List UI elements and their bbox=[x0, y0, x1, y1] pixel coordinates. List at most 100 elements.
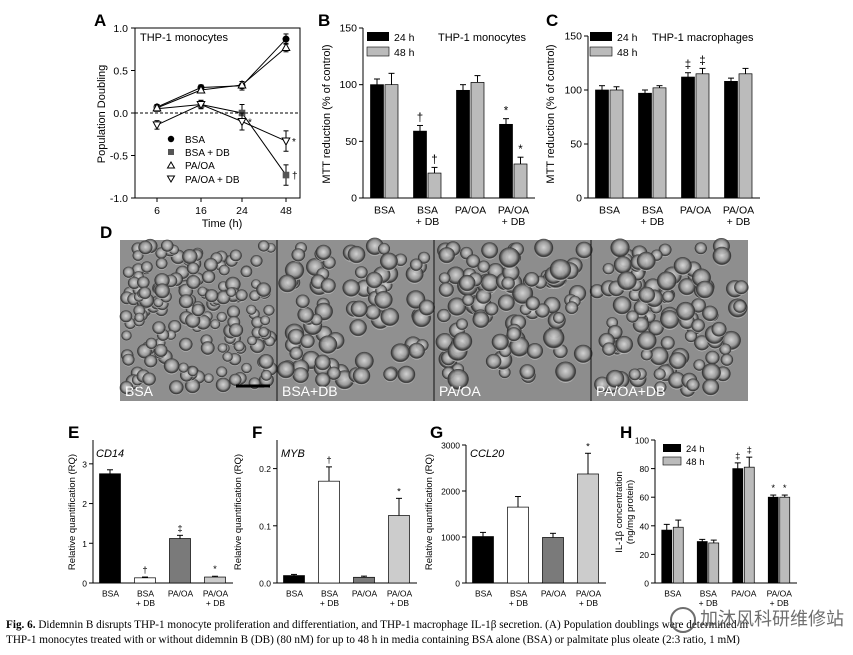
series-line-bsa-db bbox=[156, 103, 287, 176]
bar bbox=[134, 577, 156, 584]
y-tick-label: 3 bbox=[82, 459, 87, 469]
y-tick-label: 150 bbox=[339, 23, 357, 35]
cell bbox=[352, 367, 371, 386]
y-tick-label: 40 bbox=[640, 521, 650, 531]
cell bbox=[640, 348, 653, 362]
x-tick-label: PA/OA bbox=[498, 205, 529, 217]
cell bbox=[497, 294, 515, 312]
significance-mark: * bbox=[292, 137, 296, 148]
bar bbox=[661, 529, 673, 584]
cell bbox=[626, 310, 639, 324]
y-tick-label: 0.2 bbox=[259, 464, 271, 474]
cell bbox=[649, 346, 669, 367]
cell bbox=[186, 262, 200, 276]
significance-mark: ‡ bbox=[699, 55, 705, 67]
cell bbox=[719, 343, 732, 356]
bar bbox=[672, 526, 684, 584]
cell bbox=[185, 313, 201, 329]
cell bbox=[226, 287, 237, 298]
cell bbox=[246, 304, 257, 316]
panel-h-bar-chart: IL-1β concentration (ng/mg protein) 24 h… bbox=[614, 436, 797, 608]
x-tick-label: PA/OA bbox=[541, 589, 567, 599]
series-line-pa-oa-db bbox=[156, 103, 287, 142]
bar bbox=[708, 542, 720, 584]
cell bbox=[462, 294, 475, 307]
x-tick-label: PA/OA bbox=[352, 589, 378, 599]
x-tick-label: BSA bbox=[417, 205, 438, 217]
cell bbox=[605, 369, 625, 389]
cell bbox=[636, 251, 656, 271]
legend-marker-bsa-db bbox=[168, 149, 174, 155]
x-tick-label: + DB bbox=[320, 598, 339, 608]
cell bbox=[145, 337, 158, 350]
bar bbox=[388, 515, 410, 584]
cell bbox=[480, 273, 500, 293]
cell bbox=[122, 353, 135, 367]
x-tick-label: + DB bbox=[727, 216, 751, 228]
panel-letter-b: B bbox=[318, 11, 330, 30]
bar bbox=[767, 496, 779, 584]
panel-f-ylabel: Relative quantification (RQ) bbox=[233, 454, 244, 570]
cell bbox=[354, 351, 374, 372]
cell bbox=[326, 366, 341, 381]
legend-swatch-48h bbox=[662, 456, 682, 466]
cell bbox=[491, 333, 509, 352]
cell bbox=[121, 330, 132, 342]
cell bbox=[257, 240, 270, 253]
y-tick-label: -0.5 bbox=[110, 151, 128, 163]
panel-g-gene: CCL20 bbox=[470, 448, 505, 460]
significance-mark: ‡ bbox=[747, 445, 752, 456]
x-tick-label: + DB bbox=[699, 598, 718, 608]
cell bbox=[229, 373, 242, 387]
cell bbox=[314, 354, 331, 371]
cell bbox=[501, 276, 515, 291]
cell bbox=[436, 308, 451, 323]
panel-d-micrographs: BSA BSA+DB PA/OA PA/OA+DB bbox=[119, 237, 749, 401]
cell bbox=[656, 271, 677, 292]
cell bbox=[377, 242, 391, 256]
y-tick-label: 20 bbox=[640, 550, 650, 560]
y-tick-label: 2 bbox=[82, 499, 87, 509]
micrograph-label-paoa: PA/OA bbox=[439, 383, 481, 399]
cell bbox=[678, 278, 696, 296]
panel-g-bar-chart: CCL20 Relative quantification (RQ) 3000 2… bbox=[424, 441, 606, 608]
cell bbox=[229, 249, 242, 262]
x-tick-label: BSA bbox=[599, 205, 620, 217]
y-tick-label: 0.0 bbox=[113, 108, 128, 120]
cell bbox=[701, 363, 721, 383]
micrograph-label-bsa: BSA bbox=[125, 383, 154, 399]
significance-mark: * bbox=[213, 564, 217, 575]
cell bbox=[466, 254, 481, 269]
data-point bbox=[196, 101, 206, 110]
x-tick-label: PA/OA bbox=[387, 589, 413, 599]
cell bbox=[684, 330, 698, 343]
significance-mark: * bbox=[586, 441, 590, 452]
cell bbox=[720, 353, 734, 367]
x-tick-label: PA/OA bbox=[455, 205, 486, 217]
cell bbox=[320, 278, 336, 294]
legend-label-24h: 24 h bbox=[394, 32, 415, 44]
cell bbox=[565, 301, 579, 315]
cell bbox=[347, 245, 366, 264]
caption-line-2: THP-1 monocytes treated with or without … bbox=[6, 634, 740, 646]
cell bbox=[573, 344, 593, 364]
cell bbox=[733, 299, 747, 314]
cell bbox=[638, 286, 656, 304]
bar bbox=[370, 84, 384, 199]
cell bbox=[390, 343, 411, 364]
cell bbox=[248, 377, 261, 390]
legend-swatch-48h bbox=[589, 46, 613, 57]
cell bbox=[163, 358, 180, 375]
y-tick-label: 100 bbox=[635, 436, 649, 446]
cell bbox=[379, 252, 398, 271]
cell bbox=[291, 248, 306, 263]
x-tick-label: PA/OA bbox=[723, 205, 754, 217]
bar bbox=[456, 89, 470, 199]
panel-a-line-chart: THP-1 monocytes Population Doubling Time… bbox=[96, 23, 301, 230]
watermark-text: 加沐风科研维修站 bbox=[700, 609, 844, 630]
significance-mark: ‡ bbox=[177, 523, 182, 534]
cell bbox=[263, 304, 275, 317]
cell bbox=[438, 247, 456, 264]
cell bbox=[300, 334, 315, 349]
panel-b-title: THP-1 monocytes bbox=[438, 32, 527, 44]
